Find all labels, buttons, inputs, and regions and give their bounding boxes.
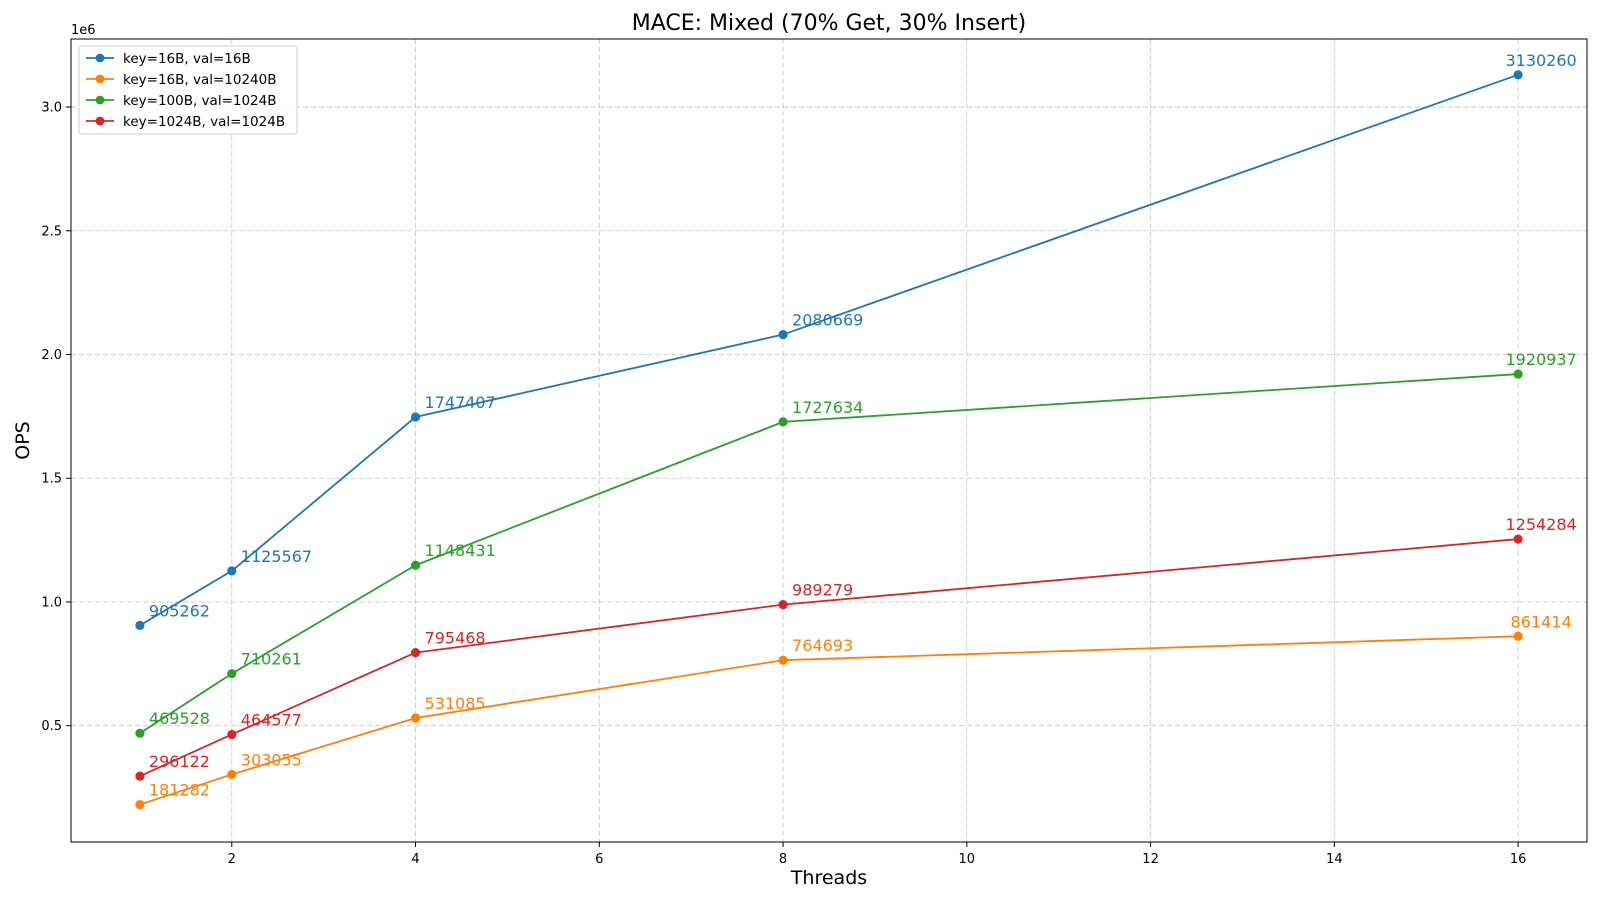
x-axis-label: Threads (790, 867, 867, 889)
data-label: 1920937 (1505, 350, 1576, 369)
x-tick-label: 14 (1326, 852, 1343, 867)
legend-marker (95, 116, 105, 126)
series-line (139, 373, 1519, 734)
x-axis: 2 4 6 8 10 12 14 16 (228, 842, 1527, 867)
legend: key=16B, val=16B key=16B, val=10240B key=1… (78, 45, 298, 135)
data-point (227, 729, 237, 740)
data-point (410, 412, 421, 422)
legend-item: key=1024B, val=1024B (86, 114, 285, 130)
data-point (778, 329, 788, 340)
data-label: 861414 (1511, 612, 1572, 631)
data-point (410, 560, 421, 570)
data-label: 1125567 (241, 547, 312, 566)
data-label: 296122 (149, 752, 210, 771)
x-tick-label: 2 (228, 852, 236, 867)
legend-frame (78, 45, 298, 135)
data-label: 764693 (792, 636, 853, 655)
data-point (135, 771, 145, 781)
data-point (135, 620, 145, 631)
data-label: 1254284 (1505, 515, 1576, 534)
data-label: 795468 (425, 629, 486, 648)
y-tick-label: 1.0 (41, 595, 62, 610)
data-label: 905262 (149, 601, 210, 620)
y-axis-offset-text: 1e6 (71, 23, 96, 38)
data-point (778, 655, 788, 665)
data-point (1513, 534, 1523, 544)
legend-marker (95, 95, 105, 105)
legend-label: key=16B, val=10240B (123, 72, 277, 88)
data-label: 303055 (241, 750, 302, 769)
data-point (410, 713, 421, 723)
data-label: 1148431 (425, 541, 496, 560)
data-point (227, 566, 237, 576)
series-2: 181282 303055 531085 764693 861414 (135, 612, 1572, 810)
series-line (139, 635, 1519, 806)
series-layer: 905262 1125567 1747407 2080669 3130260 181282… (135, 51, 1577, 810)
data-point (135, 728, 145, 738)
series-line (139, 73, 1519, 627)
series-1: 905262 1125567 1747407 2080669 3130260 (135, 51, 1577, 631)
y-tick-label: 0.5 (41, 719, 62, 734)
data-point (410, 647, 421, 658)
y-tick-label: 1.5 (41, 472, 62, 487)
plot-frame (70, 38, 1588, 843)
data-point (1513, 631, 1523, 641)
data-label: 469528 (149, 709, 210, 728)
data-point (1513, 70, 1523, 80)
data-label: 181282 (149, 781, 210, 800)
y-tick-label: 2.0 (41, 348, 62, 363)
series-line (139, 538, 1519, 777)
legend-marker (95, 53, 105, 63)
legend-label: key=1024B, val=1024B (123, 114, 285, 130)
y-axis-label: OPS (12, 421, 34, 459)
legend-label: key=100B, val=1024B (123, 93, 277, 109)
data-point (778, 600, 788, 610)
legend-item: key=16B, val=16B (86, 51, 251, 67)
x-tick-label: 12 (1142, 852, 1159, 867)
data-point (227, 769, 237, 780)
grid (71, 39, 1587, 842)
data-point (135, 799, 145, 810)
data-label: 989279 (792, 581, 853, 600)
data-point (778, 417, 788, 427)
data-label: 3130260 (1505, 51, 1576, 70)
x-tick-label: 16 (1510, 852, 1527, 867)
legend-item: key=16B, val=10240B (86, 72, 277, 88)
data-label: 531085 (425, 694, 486, 713)
data-label: 1747407 (425, 393, 496, 412)
y-tick-label: 3.0 (41, 101, 62, 116)
series-3: 469528 710261 1148431 1727634 1920937 (135, 350, 1577, 738)
chart-title: MACE: Mixed (70% Get, 30% Insert) (632, 11, 1027, 36)
data-label: 2080669 (792, 311, 863, 330)
x-tick-label: 4 (411, 852, 419, 867)
legend-item: key=100B, val=1024B (86, 93, 277, 109)
x-tick-label: 8 (779, 852, 787, 867)
data-label: 1727634 (792, 398, 863, 417)
legend-marker (95, 74, 105, 84)
data-label: 464577 (241, 710, 302, 729)
data-point (227, 669, 237, 679)
data-label: 710261 (241, 650, 302, 669)
y-tick-label: 2.5 (41, 224, 62, 239)
x-tick-label: 6 (595, 852, 603, 867)
y-axis: 0.5 1.0 1.5 2.0 2.5 3.0 (41, 101, 71, 734)
x-tick-label: 10 (959, 852, 976, 867)
legend-label: key=16B, val=16B (123, 51, 251, 67)
data-point (1513, 369, 1523, 379)
series-4: 296122 464577 795468 989279 1254284 (135, 515, 1577, 781)
